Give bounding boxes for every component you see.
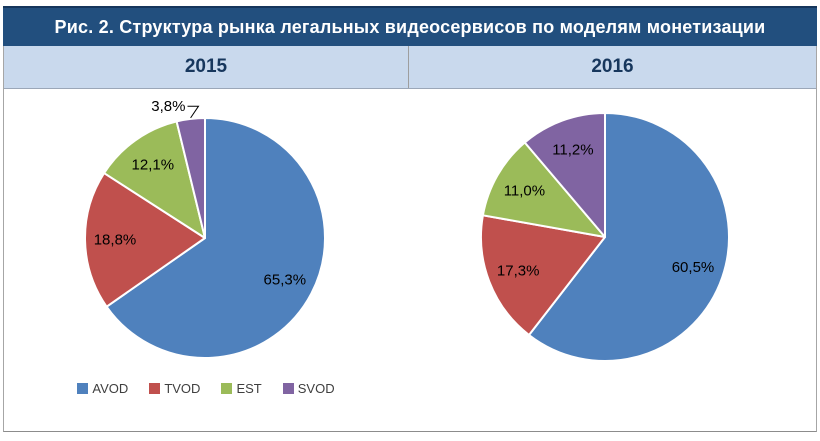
pie-panel-2016: 60,5% 17,3% 11,0% 11,2% [409, 89, 816, 432]
pie-slice-svod [523, 112, 606, 238]
pie-chart-2015: 65,3% 18,8% 12,1% 3,8% [84, 98, 326, 359]
pie-slice-avod [528, 112, 730, 362]
figure-title: Рис. 2. Структура рынка легальных видеос… [54, 16, 766, 37]
legend-swatch-tvod [149, 383, 161, 394]
legend-label-tvod: TVOD [164, 381, 201, 396]
pie-label-avod: 60,5% [672, 259, 715, 276]
pie-slice-est [103, 120, 206, 239]
figure: Рис. 2. Структура рынка легальных видеос… [3, 6, 817, 432]
pie-chart-2016: 60,5% 17,3% 11,0% 11,2% [480, 112, 730, 362]
pie-slice-tvod [84, 172, 206, 308]
legend-label-svod: SVOD [297, 381, 335, 396]
year-header-row: 2015 2016 [4, 46, 816, 89]
legend-label-avod: AVOD [92, 381, 129, 396]
year-header-2015: 2015 [4, 46, 409, 88]
pie-slice-est [481, 141, 606, 238]
pie-label-svod: 3,8% [151, 98, 185, 115]
legend-item-est: EST [221, 381, 262, 396]
label-leader-line [187, 105, 200, 119]
legend-item-svod: SVOD [282, 381, 335, 396]
pie-slice-tvod [480, 214, 606, 336]
charts-row: 65,3% 18,8% 12,1% 3,8% AVOD TVOD EST SVOD 60,5… [4, 89, 816, 432]
figure-title-bar: Рис. 2. Структура рынка легальных видеос… [3, 6, 817, 46]
legend-label-est: EST [236, 381, 262, 396]
pie-slice-svod [175, 116, 206, 239]
pie-label-est: 12,1% [132, 157, 175, 174]
legend-swatch-avod [77, 383, 89, 394]
pie-label-tvod: 17,3% [497, 262, 540, 279]
pie-label-avod: 65,3% [264, 272, 307, 289]
pie-label-tvod: 18,8% [94, 232, 137, 249]
figure-table: 2015 2016 65,3% 18,8% 12,1% 3,8% AVOD TVOD ES… [3, 46, 817, 432]
pie-label-est: 11,0% [504, 183, 545, 200]
legend-swatch-svod [282, 383, 294, 394]
pie-label-svod: 11,2% [552, 142, 593, 159]
legend-swatch-est [221, 383, 233, 394]
pie-slice-avod [105, 117, 326, 359]
legend-item-avod: AVOD [77, 381, 128, 396]
legend: AVOD TVOD EST SVOD [4, 381, 408, 396]
year-header-2016: 2016 [591, 56, 634, 77]
pie-panel-2015: 65,3% 18,8% 12,1% 3,8% AVOD TVOD EST SVOD [4, 89, 408, 432]
legend-item-tvod: TVOD [149, 381, 200, 396]
